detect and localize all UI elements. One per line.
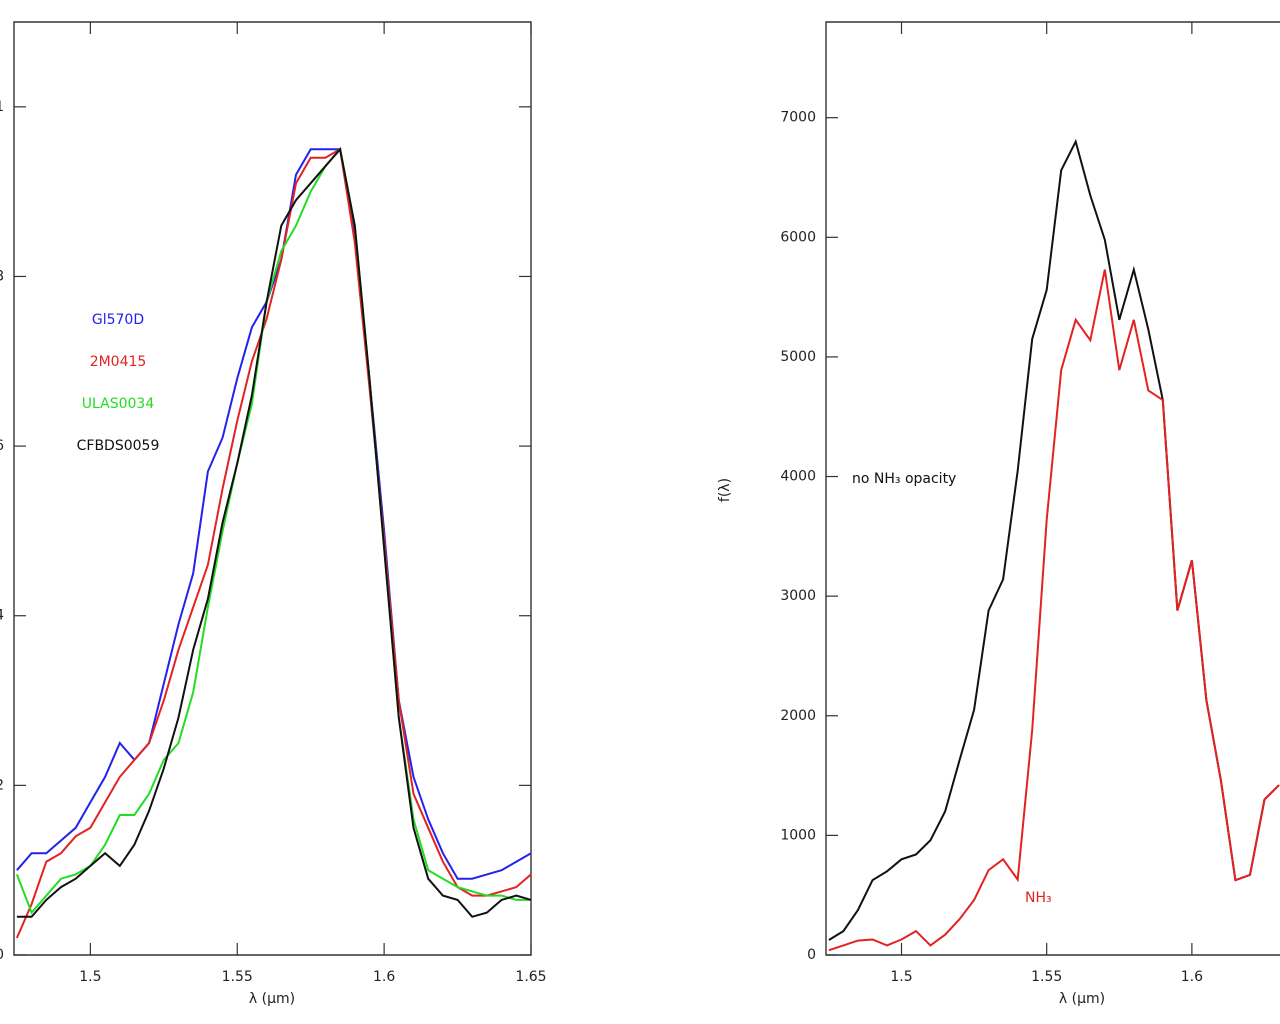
x-tick-label: 1.6 — [1181, 969, 1203, 985]
y-tick-label: 1 — [0, 99, 4, 115]
x-tick-label: 1.5 — [79, 969, 101, 985]
x-tick-label: 1.65 — [515, 969, 546, 985]
y-tick-label: 0.8 — [0, 268, 4, 284]
series-line — [828, 138, 1280, 941]
plot-frame — [825, 21, 1280, 956]
plot-frame — [13, 21, 532, 956]
y-tick-label: 0.2 — [0, 777, 4, 793]
legend-label: NH₃ — [1025, 890, 1052, 906]
series-line — [828, 269, 1280, 952]
y-tick-label: 6000 — [780, 229, 816, 245]
y-tick-label: 3000 — [780, 588, 816, 604]
legend-label: 2M0415 — [90, 354, 147, 370]
y-tick-label: 1000 — [780, 827, 816, 843]
legend-label: CFBDS0059 — [77, 438, 160, 454]
legend-label: Gl570D — [92, 312, 144, 328]
y-tick-label: 2000 — [780, 708, 816, 724]
x-tick-label: 1.5 — [890, 969, 912, 985]
x-tick-label: 1.55 — [222, 969, 253, 985]
legend-label: no NH₃ opacity — [852, 471, 956, 487]
y-tick-label: 7000 — [780, 110, 816, 126]
y-tick-label: 5000 — [780, 349, 816, 365]
x-tick-label: 1.55 — [1031, 969, 1062, 985]
x-axis-label: λ (μm) — [1059, 991, 1105, 1007]
x-tick-label: 1.6 — [373, 969, 395, 985]
series-line — [15, 147, 532, 939]
y-tick-label: 4000 — [780, 469, 816, 485]
x-axis-label: λ (μm) — [249, 991, 295, 1007]
y-tick-label: 0.6 — [0, 438, 4, 454]
series-line — [15, 146, 531, 915]
series-line — [16, 146, 532, 918]
y-tick-label: 0 — [0, 947, 4, 963]
y-axis-label: f(λ) — [717, 478, 733, 502]
legend-label: ULAS0034 — [82, 396, 155, 412]
y-tick-label: 0 — [807, 947, 816, 963]
y-tick-label: 0.4 — [0, 608, 4, 624]
series-line — [16, 148, 532, 880]
